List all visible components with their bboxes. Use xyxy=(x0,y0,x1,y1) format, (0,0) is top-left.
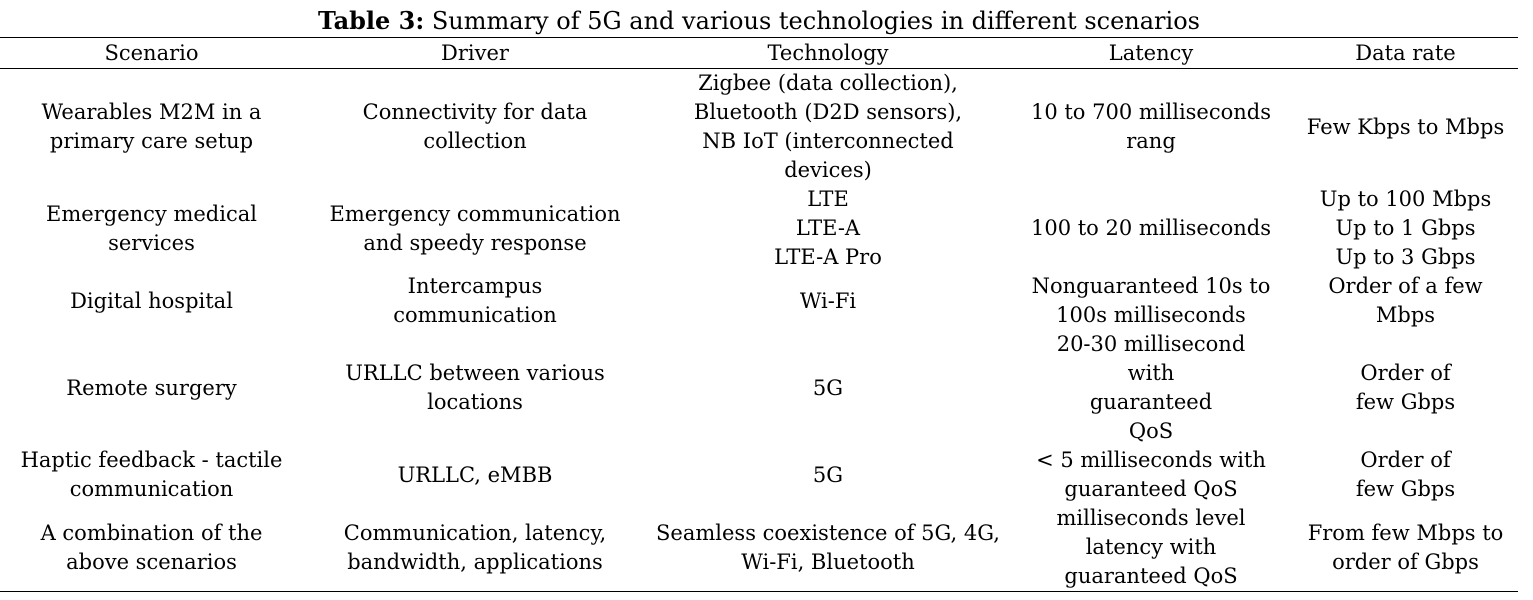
cell-data-rate: From few Mbps to order of Gbps xyxy=(1307,520,1504,574)
table-row: Emergency medical services Emergency com… xyxy=(0,185,1518,272)
cell-latency: 20-30 millisecond with guaranteed QoS xyxy=(1056,332,1246,443)
cell-latency: 100 to 20 milliseconds xyxy=(1030,216,1272,240)
cell-technology: Zigbee (data collection), Bluetooth (D2D… xyxy=(693,71,963,182)
cell-data-rate: Few Kbps to Mbps xyxy=(1306,114,1505,139)
table-row: Wearables M2M in a primary care setup Co… xyxy=(0,69,1518,186)
header-scenario: Scenario xyxy=(0,37,303,69)
cell-scenario: A combination of the above scenarios xyxy=(40,520,263,574)
cell-driver: Emergency communication and speedy respo… xyxy=(329,201,621,255)
cell-technology: LTE LTE-A LTE-A Pro xyxy=(774,187,882,269)
cell-latency: 10 to 700 milliseconds rang xyxy=(1030,100,1272,153)
table-row: A combination of the above scenarios Com… xyxy=(0,504,1518,592)
cell-data-rate: Up to 100 Mbps Up to 1 Gbps Up to 3 Gbps xyxy=(1319,187,1492,269)
table-row: Haptic feedback - tactile communication … xyxy=(0,446,1518,504)
cell-technology: Wi-Fi xyxy=(799,288,857,313)
cell-scenario: Haptic feedback - tactile communication xyxy=(20,448,283,501)
cell-data-rate: Order of few Gbps xyxy=(1355,448,1456,501)
cell-latency: milliseconds level latency with guarante… xyxy=(1056,506,1246,588)
cell-latency: Nonguaranteed 10s to 100s milliseconds xyxy=(1031,274,1271,327)
table-caption: Table 3: Summary of 5G and various techn… xyxy=(0,6,1518,36)
cell-scenario: Remote surgery xyxy=(66,375,237,400)
table-row: Remote surgery URLLC between various loc… xyxy=(0,330,1518,446)
cell-scenario: Digital hospital xyxy=(70,288,233,313)
header-technology: Technology xyxy=(647,37,1009,69)
cell-data-rate: Order of a few Mbps xyxy=(1328,274,1483,327)
summary-table: Scenario Driver Technology Latency Data … xyxy=(0,37,1518,592)
table-row: Digital hospital Intercampus communicati… xyxy=(0,272,1518,330)
cell-data-rate: Order of few Gbps xyxy=(1355,361,1456,414)
header-driver: Driver xyxy=(303,37,647,69)
caption-text: Summary of 5G and various technologies i… xyxy=(431,7,1200,35)
cell-driver: Connectivity for data collection xyxy=(362,100,588,153)
cell-driver: URLLC between various locations xyxy=(345,361,605,414)
cell-technology: Seamless coexistence of 5G, 4G, Wi-Fi, B… xyxy=(656,520,1000,574)
cell-driver: URLLC, eMBB xyxy=(397,462,553,487)
cell-driver: Intercampus communication xyxy=(393,274,557,327)
table-header: Scenario Driver Technology Latency Data … xyxy=(0,37,1518,69)
cell-driver: Communication, latency, bandwidth, appli… xyxy=(343,520,607,574)
header-data-rate: Data rate xyxy=(1293,37,1518,69)
header-row: Scenario Driver Technology Latency Data … xyxy=(0,37,1518,69)
cell-technology: 5G xyxy=(812,462,844,487)
header-latency: Latency xyxy=(1009,37,1293,69)
cell-scenario: Wearables M2M in a primary care setup xyxy=(41,100,262,153)
cell-technology: 5G xyxy=(812,375,844,400)
caption-label: Table 3: xyxy=(318,6,425,35)
cell-latency: < 5 milliseconds with guaranteed QoS xyxy=(1036,448,1266,501)
table-body: Wearables M2M in a primary care setup Co… xyxy=(0,69,1518,592)
cell-scenario: Emergency medical services xyxy=(46,201,257,255)
